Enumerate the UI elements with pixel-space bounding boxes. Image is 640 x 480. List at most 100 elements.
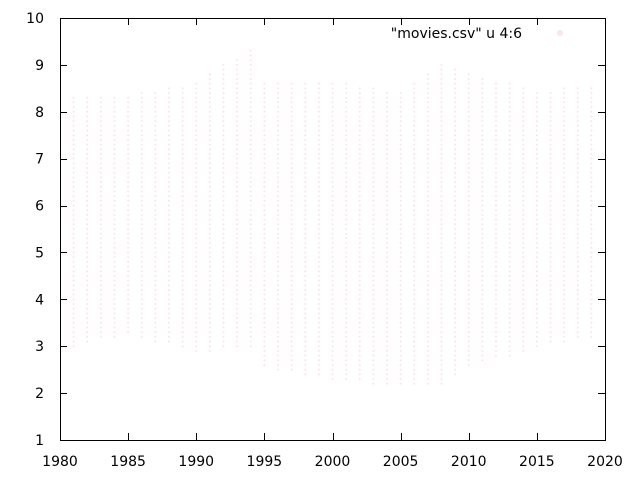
data-point <box>440 288 443 291</box>
data-point <box>372 312 375 315</box>
data-point <box>72 138 75 141</box>
data-point <box>304 120 307 123</box>
data-point <box>236 73 239 76</box>
data-point <box>372 228 375 230</box>
data-point <box>576 134 579 137</box>
data-point <box>113 110 116 113</box>
data-point <box>236 204 239 207</box>
data-point <box>331 110 334 113</box>
data-point <box>317 237 320 240</box>
data-point <box>563 162 566 165</box>
data-point <box>331 354 334 357</box>
data-point <box>467 218 470 221</box>
data-point <box>454 82 457 85</box>
data-point <box>154 303 157 306</box>
data-point <box>290 82 293 85</box>
data-point <box>576 256 579 259</box>
data-point <box>86 284 89 287</box>
data-point <box>372 265 375 268</box>
data-point <box>140 181 143 184</box>
data-point <box>372 321 375 324</box>
data-point <box>208 82 211 85</box>
data-point <box>127 331 130 334</box>
data-point <box>481 317 484 320</box>
y-tick-label: 2 <box>35 386 44 402</box>
data-point <box>208 199 211 202</box>
data-point <box>576 288 579 291</box>
data-point <box>549 213 552 216</box>
data-point <box>222 157 225 160</box>
data-point <box>590 167 593 170</box>
data-point <box>549 321 552 324</box>
data-point <box>331 279 334 282</box>
data-point <box>154 317 157 320</box>
data-point <box>236 63 239 66</box>
data-point <box>576 120 579 123</box>
data-point <box>140 288 143 291</box>
data-point <box>345 96 348 99</box>
data-point <box>522 312 525 315</box>
data-point <box>508 82 511 85</box>
data-point <box>372 167 375 170</box>
data-point <box>522 167 525 170</box>
data-point <box>386 382 388 385</box>
data-point <box>317 340 320 343</box>
data-point <box>481 331 484 334</box>
data-point <box>249 87 252 90</box>
data-point <box>590 92 593 95</box>
data-point <box>345 335 348 338</box>
data-point <box>426 134 429 137</box>
data-point <box>222 87 225 90</box>
data-point <box>454 199 457 202</box>
data-point <box>467 115 470 118</box>
data-point <box>181 195 184 198</box>
data-point <box>236 265 239 268</box>
data-point <box>304 237 307 240</box>
data-point <box>358 373 361 376</box>
data-point <box>413 101 416 104</box>
data-point <box>426 335 429 338</box>
data-point <box>481 143 484 146</box>
data-point <box>290 279 293 282</box>
data-point <box>495 148 497 151</box>
data-point <box>386 204 388 207</box>
data-point <box>113 138 116 141</box>
data-point <box>508 176 511 179</box>
data-point <box>399 378 402 381</box>
data-point <box>372 293 375 296</box>
data-point <box>168 195 170 198</box>
data-point <box>304 143 307 146</box>
data-point <box>440 237 443 240</box>
data-point <box>508 138 511 141</box>
data-point <box>72 274 75 277</box>
data-point <box>304 106 307 109</box>
data-point <box>72 110 75 113</box>
data-point <box>386 288 388 291</box>
data-point <box>86 171 89 174</box>
data-point <box>386 134 388 137</box>
data-point <box>249 256 252 259</box>
data-point <box>263 209 266 212</box>
data-point <box>317 265 320 268</box>
data-point <box>358 101 361 104</box>
data-point <box>535 143 538 146</box>
data-point <box>277 82 279 85</box>
data-point <box>590 260 593 263</box>
data-point <box>168 204 170 207</box>
data-point <box>72 288 75 291</box>
data-point <box>304 162 307 165</box>
data-point <box>440 124 443 127</box>
data-point <box>99 129 102 132</box>
data-point <box>358 368 361 371</box>
data-point <box>304 213 307 216</box>
data-point <box>454 274 457 277</box>
data-point <box>331 228 334 230</box>
data-point <box>495 199 497 202</box>
data-point <box>86 335 89 338</box>
data-point <box>576 181 579 184</box>
data-point <box>481 270 484 273</box>
data-point <box>535 195 538 198</box>
data-point <box>563 157 566 160</box>
data-point <box>481 232 484 235</box>
data-point <box>358 106 361 109</box>
